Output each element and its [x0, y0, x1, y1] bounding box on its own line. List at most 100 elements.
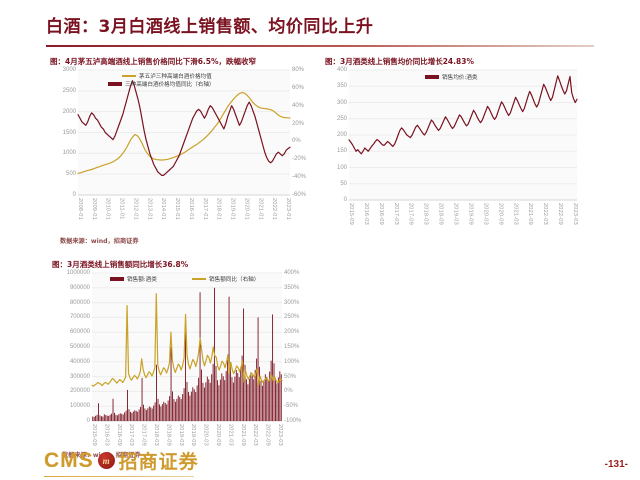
x-axis-tick-label: 2020-09 [215, 424, 221, 446]
legend-item-sales-yoy: 销售额同比（右轴） [192, 275, 259, 283]
legend-item-highend-yoy: 三种高端白酒价格均值同比（右轴） [108, 80, 215, 88]
x-axis-tick-label: 2016-03 [103, 424, 110, 446]
y2-axis-tick-label: 80% [292, 67, 305, 73]
y-axis-tick-label: 2000 [62, 108, 76, 115]
legend-label-sales-yoy: 销售额同比（右轴） [209, 277, 260, 283]
x-axis-tick-label: 2016-09 [377, 203, 384, 225]
x-axis-tick-label: 2019-09 [467, 203, 474, 225]
x-axis-tick-label: 2017-03 [392, 203, 399, 225]
x-axis-tick-label: 2020-01 [243, 198, 250, 220]
x-axis-tick-label: 2023-01 [285, 198, 291, 220]
y-axis-tick-label: 500 [65, 171, 76, 178]
legend-swatch-sales-amount [110, 277, 124, 281]
y2-axis-tick-label: 150% [284, 344, 300, 350]
title-divider [46, 45, 594, 47]
y-axis-tick-label: 3000 [62, 67, 76, 73]
x-axis-tick-label: 2018-01 [215, 198, 222, 220]
page-title-text: 白酒：3月白酒线上销售额、均价同比上升 [46, 17, 374, 37]
y2-axis-tick-label: 0% [284, 388, 293, 395]
y-axis-tick-label: 500000 [69, 344, 90, 350]
y-axis-tick-label: 300000 [69, 373, 90, 380]
y2-axis-tick-label: 400% [284, 270, 300, 276]
y-axis-tick-label: 800000 [69, 299, 90, 306]
page-number: -131- [604, 459, 628, 470]
y2-axis-tick-label: 60% [292, 84, 305, 91]
x-axis-tick-label: 2017-03 [128, 424, 135, 446]
x-axis-tick-label: 2022-03 [542, 203, 549, 225]
y2-axis-tick-label: 350% [284, 284, 300, 291]
y-axis-tick-label: 400 [336, 67, 347, 73]
y2-axis-tick-label: 0% [292, 138, 301, 145]
x-axis-tick-label: 2023-03 [277, 424, 283, 446]
y-axis-tick-label: 900000 [69, 284, 90, 291]
x-axis-tick-label: 2019-03 [452, 203, 459, 225]
chart-panel-highend-price: 图：4月茅五泸高端酒线上销售价格同比下滑6.5%，跌幅收窄 0 500 1000 15… [50, 56, 320, 241]
x-axis-tick-label: 2021-01 [257, 198, 264, 220]
x-axis-tick-label: 2022-09 [264, 424, 271, 446]
y-axis-tick-label: 600000 [69, 329, 90, 336]
y2-axis-tick-label: 300% [284, 299, 300, 306]
legend-swatch-avg-price [425, 75, 439, 79]
x-axis-tick-label: 2018-03 [422, 203, 429, 225]
legend-label-highend-avg: 茅五泸三种高端白酒价格均值 [139, 74, 212, 80]
x-axis-tick-label: 2009-01 [90, 198, 97, 220]
y-axis-tick-label: 0 [72, 192, 76, 198]
x-axis-tick-label: 2022-03 [252, 424, 259, 446]
x-axis-tick-label: 2015-09 [91, 424, 97, 446]
x-axis-tick-label: 2015-01 [174, 198, 181, 220]
y-axis-tick-label: 50 [340, 180, 347, 187]
y-axis-tick-label: 2500 [62, 87, 76, 94]
chart-title-avg-price: 图：3月酒类线上销售均价同比增长24.83% [325, 57, 474, 66]
y2-axis-tick-label: 200% [284, 329, 300, 336]
y-axis-tick-label: 0 [86, 418, 90, 424]
legend-item-highend-avg: 茅五泸三种高端白酒价格均值 [122, 72, 212, 80]
x-axis-tick-label: 2015-09 [348, 203, 354, 225]
y-axis-tick-label: 1000 [62, 150, 76, 157]
y-axis-tick-label: 100000 [69, 403, 90, 410]
chart-panel-avg-price: 图：3月酒类线上销售均价同比增长24.83% 0 50 100 150 200 250 30… [325, 56, 600, 241]
y-axis-tick-label: 300 [336, 99, 347, 106]
legend-swatch-highend-avg [122, 74, 136, 78]
y-axis-tick-label: 1000000 [66, 270, 90, 276]
legend-swatch-highend-yoy [108, 82, 122, 86]
plot-area-highend-price: 0 500 1000 1500 2000 2500 3000 -60% -40% -20% 0% 20… [63, 67, 306, 220]
x-axis-tick-label: 2010-01 [104, 198, 111, 220]
x-axis-tick-label: 2019-03 [177, 424, 184, 446]
x-axis-tick-label: 2021-03 [227, 424, 234, 446]
legend-item-sales-amount: 销售额:酒类 [110, 275, 157, 283]
company-logo: CMS m 招商证券 [44, 447, 199, 474]
y2-axis-tick-label: -50% [284, 403, 299, 410]
y-axis-tick-label: 400000 [69, 358, 90, 365]
x-axis-tick-label: 2020-03 [202, 424, 209, 446]
x-axis-tick-label: 2020-09 [497, 203, 504, 225]
x-axis-tick-label: 2023-03 [572, 203, 578, 225]
logo-seal-icon: m [97, 452, 115, 469]
y-axis-tick-label: 0 [343, 197, 347, 203]
y2-axis-tick-label: -60% [292, 192, 307, 198]
y-axis-tick-label: 250 [336, 115, 347, 122]
y2-axis-tick-label: 50% [284, 373, 297, 380]
x-axis-tick-label: 2018-09 [437, 203, 444, 225]
legend-swatch-sales-yoy [192, 277, 206, 281]
y-axis-tick-label: 700000 [69, 314, 90, 321]
x-axis-tick-label: 2013-01 [146, 198, 153, 220]
x-axis-tick-label: 2016-03 [362, 203, 369, 225]
chart-canvas-highend-price [77, 69, 291, 196]
x-axis-tick-label: 2017-09 [407, 203, 414, 225]
chart-canvas-avg-price [348, 69, 578, 201]
y-axis-tick-label: 1500 [62, 129, 76, 136]
logo-chinese-text: 招商证券 [118, 451, 199, 473]
y-axis-tick-label: 350 [336, 83, 347, 90]
y2-axis-tick-label: -40% [292, 174, 307, 181]
plot-area-sales-amount: 0 100000 200000 300000 400000 500000 600000 700… [67, 270, 302, 446]
y2-axis-tick-label: 40% [292, 102, 305, 109]
x-axis-tick-label: 2022-01 [271, 198, 278, 220]
y-axis-tick-label: 100 [336, 164, 347, 171]
legend-label-avg-price: 销售均价:酒类 [442, 75, 478, 81]
logo-underline [44, 475, 194, 477]
x-axis-tick-label: 2012-01 [132, 198, 139, 220]
x-axis-tick-label: 2017-01 [201, 198, 208, 220]
legend-item-avg-price: 销售均价:酒类 [425, 73, 477, 81]
x-axis-tick-label: 2019-09 [190, 424, 197, 446]
